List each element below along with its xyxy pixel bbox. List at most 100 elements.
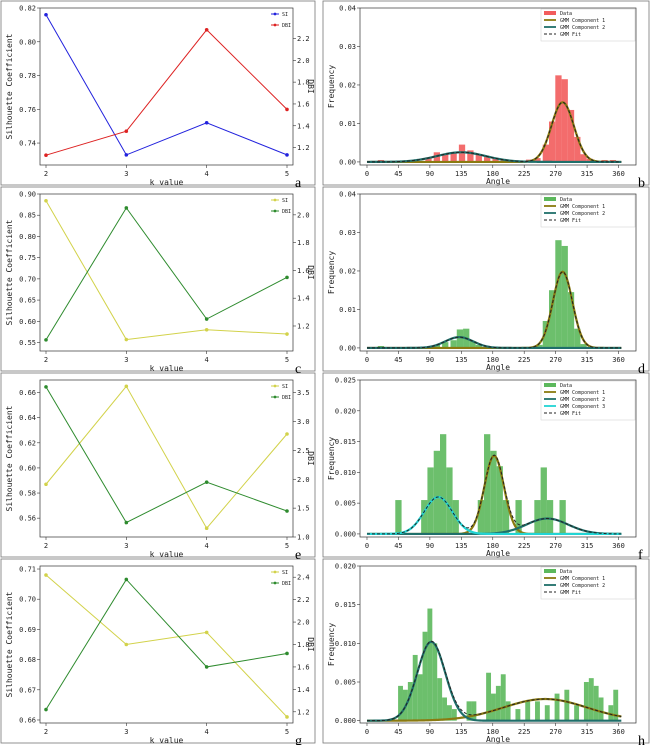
series-point-dbi (124, 129, 129, 134)
series-point-si (285, 332, 289, 336)
chart-panel-g: 2 3 4 5 k value 0.66 0.67 0.68 0.69 0.70 0.71 Silho… (5, 566, 315, 745)
y-axis-label: Frequency (327, 65, 336, 109)
y-tick-label: 0.025 (335, 377, 356, 385)
legend-label: GMM Component 2 (560, 397, 605, 403)
hist-bar (456, 329, 464, 348)
legend-label: GMM Component 2 (560, 583, 605, 589)
series-line-dbi (45, 29, 288, 156)
series-point-dbi (44, 707, 48, 712)
hist-bar (469, 340, 476, 348)
x-axis-label: k value (150, 550, 184, 559)
y-tick-label: 0.55 (19, 339, 36, 347)
x-tick-label: 4 (205, 728, 209, 736)
hist-bar (580, 154, 587, 162)
y-tick-label: 0.75 (19, 254, 36, 262)
x-tick-label: 135 (455, 728, 468, 736)
hist-bar (549, 121, 556, 162)
chart-panel-h: 0 45 90 135 180 225 270 315 360 Angle 0.000 0.005 0.… (327, 563, 645, 745)
series-line-dbi (45, 578, 288, 710)
y-tick-label: 0.78 (19, 72, 36, 80)
series-line-si (45, 385, 288, 530)
x-tick-label: 3 (124, 356, 128, 364)
chart-panel-a: 2 3 4 5 k value 0.74 0.76 0.78 0.80 0.82 Silhouett… (5, 5, 315, 192)
hist-bar (442, 342, 449, 348)
hist-bar (542, 320, 550, 348)
gmm-component-1 (366, 270, 622, 350)
y-tick-label: 0.020 (335, 563, 356, 571)
hist-bar (491, 693, 496, 721)
y-tick-label: 0.000 (335, 717, 356, 725)
x-tick-label: 5 (285, 728, 289, 736)
x-tick-label: 0 (365, 728, 369, 736)
x-tick-label: 360 (612, 542, 625, 550)
x-tick-label: 5 (285, 170, 289, 178)
y-tick-label: 0.01 (339, 120, 356, 128)
y-axis-label: Silhouette Coefficient (5, 33, 14, 139)
gmm-component-3 (366, 495, 622, 536)
x-tick-label: 0 (365, 356, 369, 364)
x-tick-label: 270 (549, 542, 562, 550)
hist-bar (442, 697, 447, 721)
gmm-fit-line (366, 101, 622, 163)
panel-letter-f: f (638, 548, 643, 563)
hist-bar (484, 156, 491, 162)
series-point-si (124, 384, 129, 389)
legend-label: GMM Component 1 (560, 18, 605, 24)
y-tick-label: 0.020 (335, 407, 356, 415)
y2-tick-label: 1.4 (297, 295, 310, 303)
series-point-si (44, 12, 48, 17)
x-tick-label: 270 (549, 728, 562, 736)
hist-bar (536, 344, 543, 348)
hist-bar (421, 500, 428, 534)
panel-letter-d: d (638, 362, 645, 377)
legend-swatch-data (544, 197, 556, 201)
series-line-si (45, 200, 288, 341)
hist-bar (555, 75, 562, 162)
y-tick-label: 0.005 (335, 679, 356, 687)
y-tick-label: 0.03 (339, 43, 356, 51)
x-tick-label: 180 (486, 170, 499, 178)
x-axis-label: Angle (486, 549, 510, 558)
y-tick-label: 0.68 (19, 656, 36, 664)
y2-tick-label: 1.6 (297, 267, 310, 275)
legend-label: GMM Component 2 (560, 211, 605, 217)
legend-label: Data (560, 569, 572, 575)
hist-bar (534, 500, 541, 534)
legend-label: GMM Component 1 (560, 390, 605, 396)
legend-label: DBI (282, 23, 291, 29)
legend-marker (273, 23, 277, 27)
y2-tick-label: 2.2 (297, 596, 310, 604)
y-tick-label: 0.60 (19, 318, 36, 326)
legend-label: SI (282, 12, 288, 18)
series-point-dbi (285, 651, 289, 656)
gmm-component-1 (366, 101, 622, 164)
series-point-dbi (204, 665, 209, 669)
hist-bar (500, 674, 506, 721)
hist-bar (432, 643, 438, 721)
x-axis-label: k value (150, 736, 184, 745)
y2-tick-label: 2.5 (297, 447, 310, 455)
y2-tick-label: 1.2 (297, 322, 310, 330)
gmm-component-2 (366, 640, 622, 722)
series-point-dbi (44, 338, 48, 342)
y2-tick-label: 1.4 (297, 122, 310, 130)
series-point-si (285, 432, 289, 436)
legend-label: GMM Fit (560, 218, 581, 224)
x-tick-label: 5 (285, 356, 289, 364)
hist-bar (561, 245, 568, 348)
x-tick-label: 5 (285, 542, 289, 550)
y-tick-label: 0.62 (19, 439, 36, 447)
hist-bar (554, 693, 560, 721)
chart-panel-f: 0 45 90 135 180 225 270 315 360 Angle 0.000 0.005 0.… (327, 377, 643, 564)
x-tick-label: 180 (486, 728, 499, 736)
x-tick-label: 45 (394, 170, 402, 178)
x-tick-label: 360 (612, 170, 625, 178)
legend-label: Data (560, 197, 572, 203)
plot-area (359, 379, 637, 538)
y-tick-label: 0.80 (19, 38, 36, 46)
panel-frame-right (322, 0, 650, 186)
x-tick-label: 90 (426, 542, 434, 550)
hist-bar (492, 158, 499, 162)
legend-marker (273, 581, 277, 585)
